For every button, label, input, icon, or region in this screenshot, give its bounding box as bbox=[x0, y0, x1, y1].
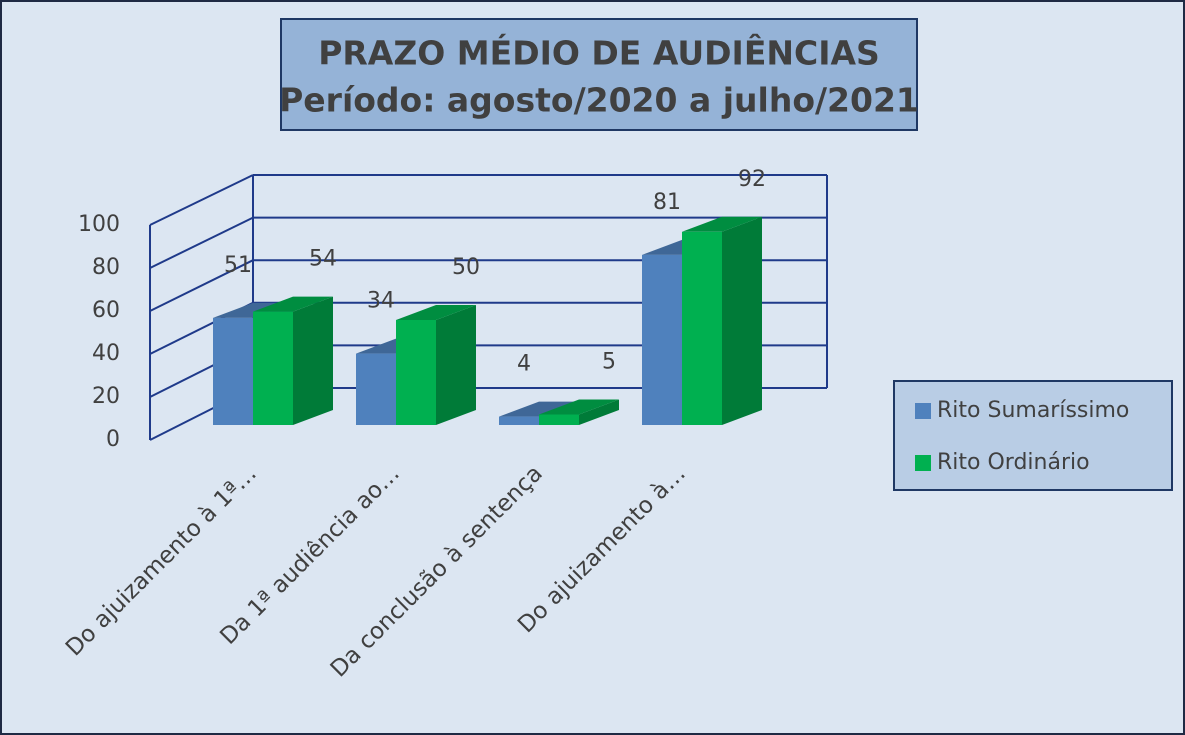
bar-top bbox=[539, 399, 619, 415]
bar bbox=[253, 311, 293, 425]
bar-side bbox=[436, 305, 476, 425]
title-box bbox=[280, 18, 918, 131]
legend-swatch bbox=[915, 403, 931, 419]
y-tick-label: 40 bbox=[92, 341, 120, 366]
bar-top bbox=[682, 216, 762, 232]
grid-line bbox=[149, 259, 254, 312]
bar-top bbox=[396, 305, 476, 320]
bar bbox=[642, 254, 682, 425]
bar-top bbox=[253, 296, 333, 312]
bar bbox=[356, 353, 396, 425]
y-tick-label: 100 bbox=[78, 212, 120, 237]
chart-title: PRAZO MÉDIO DE AUDIÊNCIAS bbox=[318, 33, 880, 73]
value-label: 54 bbox=[309, 247, 337, 272]
bar bbox=[213, 317, 253, 425]
value-label: 34 bbox=[367, 289, 395, 314]
chart-subtitle: Período: agosto/2020 a julho/2021 bbox=[279, 81, 919, 120]
y-tick-label: 80 bbox=[92, 255, 120, 280]
grid-line bbox=[149, 216, 254, 269]
legend-label: Rito Ordinário bbox=[937, 450, 1090, 475]
value-label: 4 bbox=[517, 352, 531, 377]
grid-line bbox=[149, 174, 254, 226]
value-label: 81 bbox=[653, 190, 681, 215]
y-tick-label: 60 bbox=[92, 298, 120, 323]
bar bbox=[396, 320, 436, 425]
bar-side bbox=[579, 399, 619, 425]
value-label: 50 bbox=[452, 255, 480, 280]
y-tick-label: 20 bbox=[92, 384, 120, 409]
bar bbox=[539, 414, 579, 425]
bar bbox=[682, 231, 722, 425]
bar-top bbox=[499, 401, 579, 417]
y-tick-label: 0 bbox=[106, 427, 120, 452]
legend-swatch bbox=[915, 455, 931, 471]
legend-box bbox=[893, 380, 1173, 491]
legend-label: Rito Sumaríssimo bbox=[937, 398, 1129, 423]
bar-side bbox=[293, 296, 333, 425]
value-label: 5 bbox=[602, 350, 616, 375]
bar bbox=[499, 416, 539, 425]
bar-side bbox=[722, 216, 762, 425]
value-label: 92 bbox=[738, 167, 766, 192]
value-label: 51 bbox=[224, 253, 252, 278]
